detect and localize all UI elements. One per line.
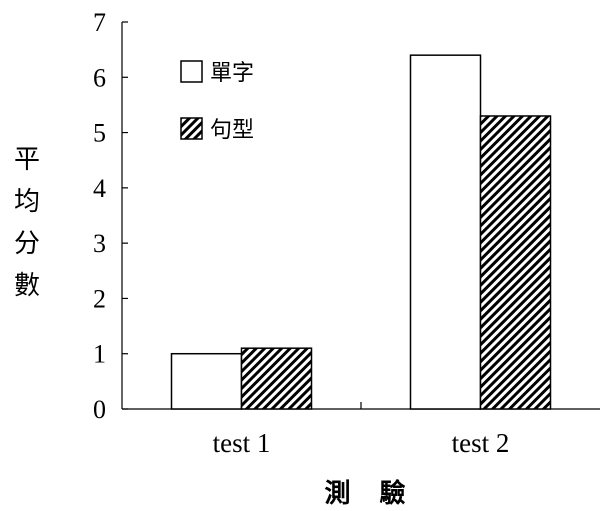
legend: 單字 句型 bbox=[180, 60, 254, 143]
legend-swatch-single-word bbox=[180, 60, 203, 83]
bar-sentence-pattern-2 bbox=[479, 115, 552, 410]
bars bbox=[170, 54, 552, 410]
y-tick-label: 2 bbox=[93, 284, 106, 313]
category-label: test 2 bbox=[452, 428, 510, 458]
category-labels: test 1 test 2 bbox=[213, 428, 510, 458]
bar-single-word-1 bbox=[170, 352, 243, 410]
y-axis-label-char: 平 bbox=[14, 145, 40, 175]
bar-single-word-2 bbox=[409, 54, 482, 410]
bar-sentence-pattern-1 bbox=[240, 347, 313, 410]
y-axis-label-char: 均 bbox=[14, 187, 40, 217]
y-tick-label: 7 bbox=[93, 8, 106, 37]
y-tick-label: 6 bbox=[93, 63, 106, 92]
y-tick-label: 0 bbox=[93, 395, 106, 424]
legend-label-sentence-pattern: 句型 bbox=[210, 118, 254, 143]
y-tick-label: 4 bbox=[93, 174, 106, 203]
y-tick-label: 1 bbox=[93, 340, 106, 369]
x-axis-label: 測 驗 bbox=[324, 478, 415, 509]
legend-swatch-sentence-pattern bbox=[180, 117, 203, 140]
y-axis-label-char: 數 bbox=[14, 271, 40, 301]
y-axis-label-char: 分 bbox=[14, 229, 40, 259]
legend-label-single-word: 單字 bbox=[210, 61, 254, 86]
category-label: test 1 bbox=[213, 428, 271, 458]
y-tick-label: 5 bbox=[93, 119, 106, 148]
y-tick-label: 3 bbox=[93, 229, 106, 258]
y-axis: 0 1 2 3 4 5 6 7 bbox=[93, 8, 128, 424]
